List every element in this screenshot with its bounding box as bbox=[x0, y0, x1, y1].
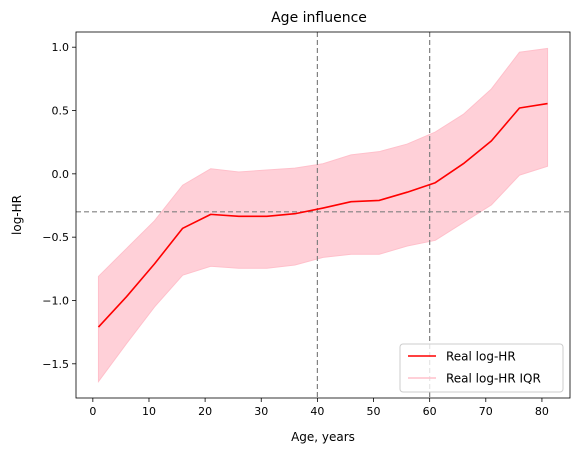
real-log-hr-line bbox=[97, 102, 548, 328]
y-tick-label: −0.5 bbox=[42, 231, 69, 244]
x-tick-label: 80 bbox=[535, 405, 549, 418]
x-tick-label: 30 bbox=[254, 405, 268, 418]
legend-box bbox=[399, 343, 564, 393]
x-tick-label: 40 bbox=[310, 405, 324, 418]
x-tick-label: 70 bbox=[479, 405, 493, 418]
x-tick-label: 0 bbox=[89, 405, 96, 418]
y-axis-label: log-HR bbox=[10, 195, 24, 235]
axes-frame bbox=[75, 31, 571, 399]
y-tick-label: 0.0 bbox=[52, 168, 70, 181]
y-tick-label: 1.0 bbox=[52, 41, 70, 54]
y-tick-label: 0.5 bbox=[52, 105, 70, 118]
legend-label-real-log-hr-iqr: Real log-HR IQR bbox=[446, 372, 541, 386]
x-tick-label: 10 bbox=[142, 405, 156, 418]
x-tick-label: 20 bbox=[198, 405, 212, 418]
chart-title: Age influence bbox=[271, 10, 367, 26]
x-axis-label: Age, years bbox=[291, 430, 355, 444]
plot-area bbox=[76, 32, 570, 398]
y-axis-ticks: −1.5 −1.0 −0.5 0.0 0.5 1.0 bbox=[42, 41, 76, 371]
x-tick-label: 50 bbox=[367, 405, 381, 418]
legend-label-real-log-hr: Real log-HR bbox=[446, 350, 516, 364]
x-tick-label: 60 bbox=[423, 405, 437, 418]
y-tick-label: −1.5 bbox=[42, 358, 69, 371]
x-axis-ticks: 0 10 20 30 40 50 60 70 80 bbox=[89, 398, 549, 418]
iqr-band bbox=[97, 47, 549, 384]
y-tick-label: −1.0 bbox=[42, 294, 69, 307]
legend: Real log-HR Real log-HR IQR bbox=[399, 343, 564, 393]
